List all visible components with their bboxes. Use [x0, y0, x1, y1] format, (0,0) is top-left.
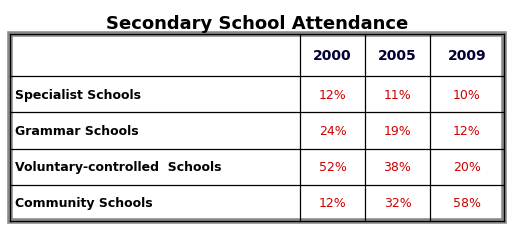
Text: 24%: 24% — [319, 124, 346, 137]
Text: 58%: 58% — [453, 196, 481, 210]
Text: 38%: 38% — [383, 161, 411, 173]
Text: 12%: 12% — [319, 196, 346, 210]
Text: Secondary School Attendance: Secondary School Attendance — [106, 15, 408, 33]
Text: 52%: 52% — [319, 161, 346, 173]
Text: 2009: 2009 — [448, 49, 486, 63]
Text: Specialist Schools: Specialist Schools — [15, 88, 141, 101]
Text: 32%: 32% — [383, 196, 411, 210]
Text: 11%: 11% — [383, 88, 411, 101]
Text: 10%: 10% — [453, 88, 481, 101]
Text: Voluntary-controlled  Schools: Voluntary-controlled Schools — [15, 161, 222, 173]
Text: Community Schools: Community Schools — [15, 196, 153, 210]
Text: 20%: 20% — [453, 161, 481, 173]
Text: 2005: 2005 — [378, 49, 417, 63]
Text: 2000: 2000 — [313, 49, 352, 63]
Text: 19%: 19% — [383, 124, 411, 137]
Text: 12%: 12% — [319, 88, 346, 101]
Bar — [10, 35, 504, 221]
Text: 12%: 12% — [453, 124, 481, 137]
Text: Grammar Schools: Grammar Schools — [15, 124, 139, 137]
